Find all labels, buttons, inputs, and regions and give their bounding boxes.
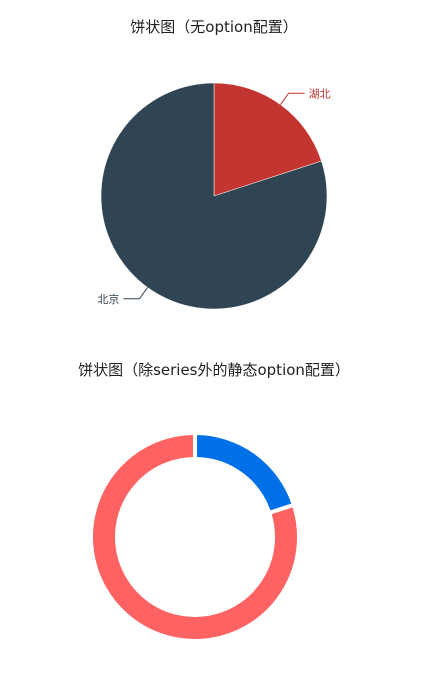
pie-slice[interactable]	[100, 82, 328, 310]
label-line	[123, 287, 148, 300]
donut-chart-panel: 饼状图（除series外的静态option配置）	[0, 340, 428, 676]
label-line	[280, 92, 305, 105]
pie-slice[interactable]	[213, 82, 322, 197]
slice-label: 北京	[97, 292, 119, 306]
slice-label: 湖北	[309, 87, 331, 100]
donut-slice[interactable]	[89, 430, 301, 643]
chart-title: 饼状图（除series外的静态option配置）	[78, 361, 350, 379]
donut-slice[interactable]	[193, 430, 297, 516]
donut-chart	[89, 430, 301, 643]
pie-chart-panel: 饼状图（无option配置） 湖北北京	[97, 18, 331, 310]
chart-title: 饼状图（无option配置）	[130, 18, 298, 36]
